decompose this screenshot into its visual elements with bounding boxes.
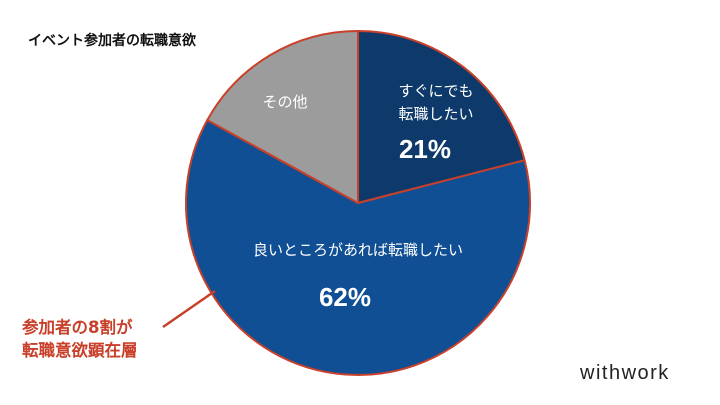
- chart-title: イベント参加者の転職意欲: [28, 33, 196, 49]
- slice-value-if-good-offer: 62%: [319, 282, 371, 312]
- slice-label-immediate-2: 転職したい: [398, 105, 473, 123]
- slice-label-immediate-1: すぐにでも: [398, 82, 473, 100]
- brand-logo: withwork: [580, 362, 670, 384]
- pie-slice-other: [206, 30, 359, 204]
- pie-slice-if-good-offer: [185, 119, 531, 376]
- slice-label-if-good-offer-1: 良いところがあれば転職したい: [253, 241, 463, 259]
- callout-line-1: 参加者の8割が: [22, 318, 133, 337]
- callout-line-2: 転職意欲顕在層: [22, 341, 138, 360]
- callout-annotation: 参加者の8割が 転職意欲顕在層: [22, 316, 212, 362]
- slice-value-immediate: 21%: [399, 134, 451, 164]
- callout-leader-line: [162, 289, 216, 329]
- slice-label-other-1: その他: [262, 93, 307, 111]
- pie-slice-immediate: [357, 30, 526, 204]
